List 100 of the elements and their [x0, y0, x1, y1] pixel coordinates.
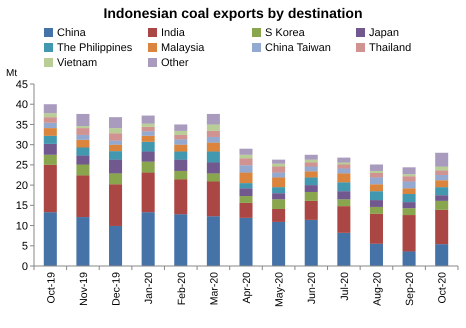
- bar: [272, 222, 286, 266]
- bar: [206, 130, 220, 137]
- bar: [435, 210, 448, 244]
- bar: [337, 158, 350, 162]
- bar: [370, 214, 383, 244]
- x-tick-label: Feb-20: [176, 272, 188, 306]
- bar: [239, 172, 253, 184]
- bar: [435, 166, 448, 171]
- bar: [304, 220, 318, 266]
- bar: [44, 212, 57, 266]
- bar: [370, 184, 383, 192]
- legend-label: Other: [161, 56, 189, 69]
- bar: [370, 172, 383, 178]
- bar: [76, 128, 90, 135]
- bar: [402, 181, 416, 188]
- y-tick-label: 5: [22, 240, 28, 253]
- bar: [337, 164, 350, 169]
- bar: [109, 117, 122, 128]
- bar: [142, 152, 155, 162]
- bar: [109, 160, 122, 174]
- bar: [370, 244, 383, 266]
- bar: [76, 217, 90, 266]
- bar: [304, 154, 318, 160]
- bar: [76, 175, 90, 218]
- bar: [109, 173, 122, 184]
- x-tick-label: Jun-20: [306, 272, 318, 304]
- x-tick-label: Dec-19: [110, 272, 123, 306]
- bar: [370, 200, 383, 207]
- bar: [174, 160, 188, 171]
- bar: [206, 142, 220, 152]
- bar: [44, 136, 57, 144]
- legend-label: India: [161, 26, 186, 39]
- bar: [206, 152, 220, 162]
- bar: [109, 140, 122, 145]
- bar: [272, 208, 286, 222]
- bar: [304, 160, 318, 162]
- bar: [109, 133, 122, 141]
- bar: [109, 184, 122, 226]
- x-tick-label: Jul-20: [338, 272, 351, 301]
- y-tick-label: 35: [16, 119, 28, 132]
- bar: [435, 170, 448, 175]
- bar: [109, 144, 122, 152]
- bar: [206, 216, 220, 266]
- bar: [174, 152, 188, 160]
- bar: [239, 202, 253, 218]
- bar: [370, 177, 383, 184]
- bar: [337, 168, 350, 174]
- bar: [239, 196, 253, 203]
- bar: [402, 188, 416, 194]
- bar: [44, 144, 57, 155]
- bar: [304, 171, 318, 178]
- bar: [435, 175, 448, 180]
- bar: [272, 193, 286, 200]
- bar: [239, 188, 253, 196]
- bar: [142, 126, 155, 132]
- x-tick-label: Sep-20: [404, 272, 416, 306]
- y-axis-title: Mt: [6, 68, 18, 79]
- legend-label: China: [57, 26, 87, 39]
- bar: [174, 139, 188, 145]
- bar: [142, 116, 155, 124]
- legend-label: Vietnam: [57, 56, 98, 69]
- bar: [272, 166, 286, 173]
- bar: [44, 164, 57, 212]
- bar: [435, 180, 448, 188]
- bar: [435, 152, 448, 167]
- bar: [239, 183, 253, 188]
- bar: [272, 172, 286, 178]
- bar: [435, 195, 448, 201]
- legend-label: S Korea: [265, 26, 306, 39]
- x-tick-label: Jan-20: [143, 272, 156, 304]
- bar: [142, 162, 155, 173]
- bar: [206, 114, 220, 124]
- bar: [402, 202, 416, 208]
- bar: [109, 128, 122, 134]
- bar: [337, 199, 350, 206]
- bar: [109, 151, 122, 160]
- x-tick-label: Mar-20: [208, 272, 220, 306]
- bar: [304, 166, 318, 172]
- legend-label: China Taiwan: [265, 42, 331, 54]
- bar: [402, 167, 416, 174]
- y-tick-label: 15: [16, 200, 28, 212]
- x-tick-label: Oct-19: [45, 272, 58, 304]
- bar: [435, 187, 448, 196]
- bar: [142, 212, 155, 266]
- bar: [402, 194, 416, 202]
- bar: [76, 140, 90, 148]
- bar: [337, 232, 350, 266]
- bar: [174, 170, 188, 180]
- y-tick-label: 30: [16, 140, 28, 152]
- bar: [272, 164, 286, 167]
- bar: [272, 187, 286, 194]
- bar: [76, 134, 90, 140]
- bar: [239, 218, 253, 266]
- y-tick-label: 25: [16, 160, 28, 172]
- bar: [370, 206, 383, 214]
- bar: [239, 158, 253, 166]
- legend-label: The Philippines: [57, 42, 133, 54]
- legend-label: Thailand: [369, 42, 412, 54]
- bar: [174, 214, 188, 266]
- bar: [435, 200, 448, 210]
